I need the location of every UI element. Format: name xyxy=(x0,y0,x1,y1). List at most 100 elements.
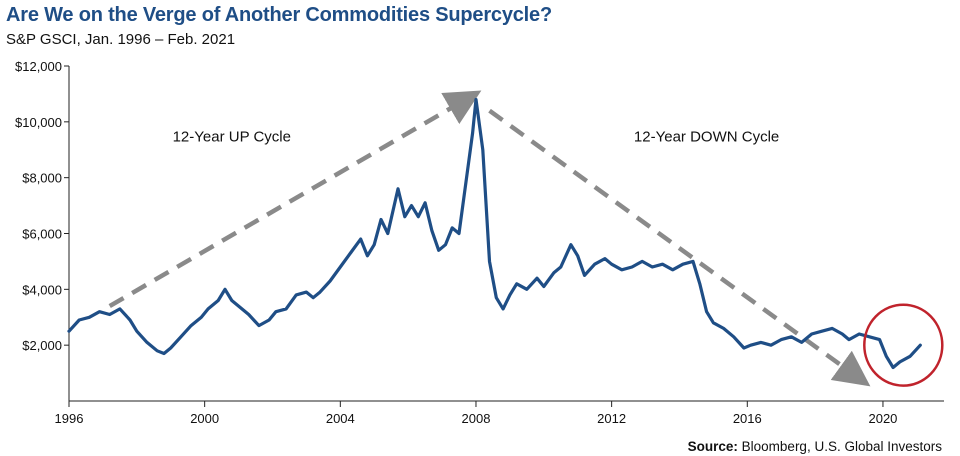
series-layer xyxy=(67,97,922,370)
data-point xyxy=(495,296,498,299)
data-point xyxy=(275,310,277,313)
source-note: Source: Bloomberg, U.S. Global Investors xyxy=(688,439,942,454)
data-point xyxy=(444,243,447,246)
data-point xyxy=(831,327,833,330)
y-tick-label: $8,000 xyxy=(22,171,62,186)
data-point xyxy=(129,319,131,321)
trend-arrows xyxy=(108,90,871,387)
x-tick-label: 2012 xyxy=(597,411,626,426)
data-point xyxy=(481,148,484,151)
data-point xyxy=(858,333,861,335)
data-point xyxy=(258,324,260,327)
data-point xyxy=(576,255,579,257)
x-tick-label: 1996 xyxy=(55,411,84,426)
data-point xyxy=(410,204,413,207)
data-point xyxy=(285,308,287,310)
data-point xyxy=(180,335,182,338)
data-point xyxy=(451,227,454,229)
data-point xyxy=(515,282,518,285)
x-tick-label: 2020 xyxy=(868,411,897,426)
data-point xyxy=(475,98,477,101)
source-text: Bloomberg, U.S. Global Investors xyxy=(737,439,942,454)
data-point xyxy=(553,271,555,274)
data-point xyxy=(604,257,606,260)
data-point xyxy=(760,341,762,344)
data-point xyxy=(559,266,562,268)
data-point xyxy=(536,277,538,279)
data-point xyxy=(502,308,504,310)
data-point xyxy=(810,333,813,335)
data-point xyxy=(841,333,844,335)
data-point xyxy=(543,285,545,288)
data-point xyxy=(488,260,491,263)
data-point xyxy=(68,330,70,333)
data-point xyxy=(593,263,596,266)
y-tick-label: $2,000 xyxy=(22,338,62,353)
cycle-annotation: 12-Year DOWN Cycle xyxy=(634,128,779,145)
x-tick-label: 2008 xyxy=(462,411,491,426)
data-point xyxy=(312,296,314,299)
data-point xyxy=(431,229,433,232)
data-point xyxy=(919,344,922,346)
data-point xyxy=(230,299,233,302)
data-point xyxy=(651,266,654,268)
data-point xyxy=(163,352,165,355)
data-point xyxy=(692,260,694,263)
data-point xyxy=(190,324,192,327)
data-point xyxy=(780,338,783,341)
data-point xyxy=(699,282,701,285)
data-point xyxy=(319,291,321,293)
data-point xyxy=(397,188,399,190)
data-point xyxy=(386,232,389,235)
data-point xyxy=(417,215,420,218)
axes: $2,000 $4,000 $6,000 $8,000 $10,000 $12,000 19… xyxy=(15,59,944,426)
data-point xyxy=(800,341,803,344)
data-point xyxy=(526,288,528,291)
data-point xyxy=(465,182,467,185)
chart-subtitle: S&P GSCI, Jan. 1996 – Feb. 2021 xyxy=(6,31,236,48)
data-point xyxy=(156,349,158,352)
data-point xyxy=(169,347,172,349)
data-point xyxy=(892,366,894,369)
y-tick-label: $4,000 xyxy=(22,282,62,297)
data-point xyxy=(373,243,376,246)
annotations: 12-Year UP Cycle 12-Year DOWN Cycle xyxy=(173,128,944,387)
cycle-annotation: 12-Year UP Cycle xyxy=(173,128,291,145)
data-point xyxy=(621,268,623,271)
data-point xyxy=(136,330,138,333)
data-point xyxy=(885,355,888,358)
data-point xyxy=(268,319,270,321)
data-point xyxy=(661,263,664,266)
data-point xyxy=(88,316,91,319)
data-point xyxy=(682,263,684,266)
data-point xyxy=(743,347,745,349)
data-point xyxy=(217,299,220,302)
data-point xyxy=(610,263,613,266)
data-point xyxy=(329,280,331,282)
down-cycle-arrow xyxy=(488,108,871,387)
data-point xyxy=(380,218,382,221)
data-point xyxy=(437,249,440,252)
data-point xyxy=(200,316,203,319)
data-point xyxy=(295,294,298,296)
x-tick-label: 2004 xyxy=(326,411,355,426)
data-point xyxy=(848,338,850,341)
data-point xyxy=(770,344,772,346)
series-line xyxy=(67,97,922,370)
y-tick-label: $6,000 xyxy=(22,227,62,242)
data-point xyxy=(509,294,511,296)
data-point xyxy=(339,266,342,268)
data-point xyxy=(821,330,823,333)
x-tick-label: 2016 xyxy=(733,411,762,426)
data-point xyxy=(712,322,715,324)
y-tick-label: $12,000 xyxy=(15,59,62,74)
data-point xyxy=(631,266,633,268)
data-point xyxy=(671,268,674,271)
data-point xyxy=(403,215,406,218)
data-point xyxy=(722,327,725,330)
data-point xyxy=(868,335,871,338)
data-point xyxy=(108,313,111,316)
data-point xyxy=(583,274,586,277)
source-label: Source: xyxy=(687,439,738,454)
